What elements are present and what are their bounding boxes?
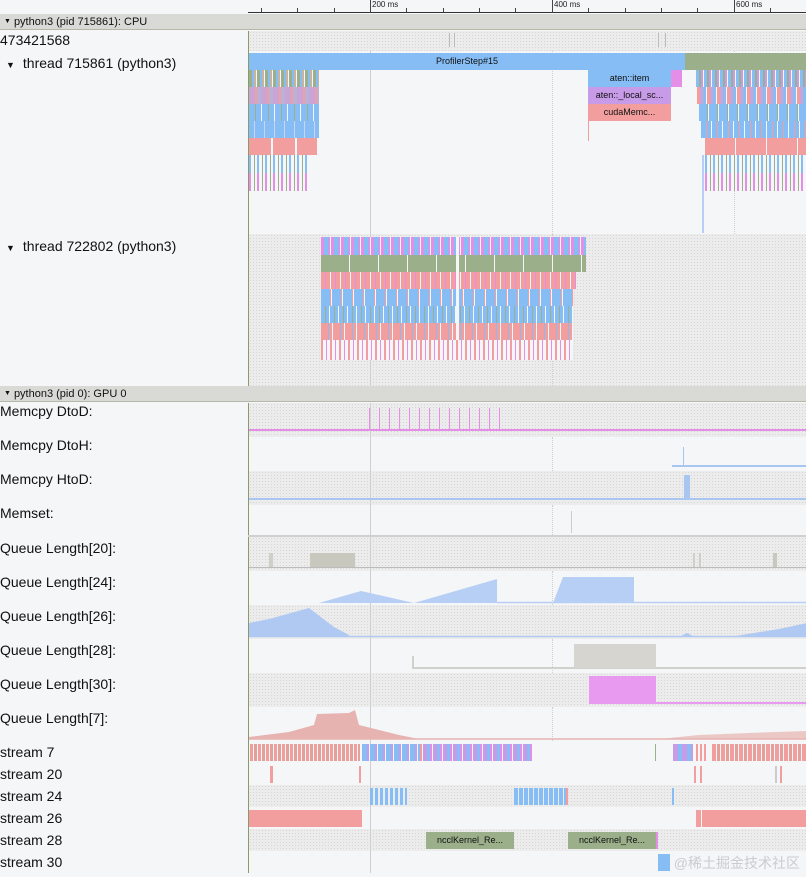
track-label-memcpy-dtod: Memcpy DtoD: [0, 403, 93, 419]
collapse-triangle-icon[interactable]: ▼ [4, 18, 11, 26]
slice-nccl-kernel-2[interactable]: ncclKernel_Re... [568, 832, 656, 849]
expand-triangle-icon[interactable]: ▼ [6, 60, 15, 70]
stream-24-track[interactable] [248, 785, 806, 807]
ruler-axis[interactable]: 200 ms 400 ms 600 ms [248, 0, 806, 13]
tick-label-200ms: 200 ms [372, 0, 399, 9]
track-label-queue-30: Queue Length[30]: [0, 676, 116, 692]
stream-28-track[interactable]: ncclKernel_Re... ncclKernel_Re... [248, 829, 806, 851]
stream-20-label: stream 20 [0, 766, 63, 782]
memcpy-dtoh-track[interactable] [248, 437, 806, 471]
queue-7-area [249, 710, 806, 740]
stream-20-track[interactable] [248, 763, 806, 785]
queue-length-30-track[interactable] [248, 673, 806, 707]
tick-label-400ms: 400 ms [554, 0, 581, 9]
watermark: @稀土掘金技术社区 [673, 855, 800, 871]
queue-24-area [319, 577, 806, 604]
track-label-memcpy-dtoh: Memcpy DtoH: [0, 437, 93, 453]
memcpy-htod-track[interactable] [248, 471, 806, 505]
queue-length-28-track[interactable] [248, 639, 806, 673]
track-label-queue-20: Queue Length[20]: [0, 540, 116, 556]
stream-26-slice[interactable] [696, 810, 806, 827]
slice-aten-local-scalar[interactable]: aten::_local_sc... [588, 87, 671, 104]
stream-26-slice[interactable] [249, 810, 362, 827]
track-label-queue-7: Queue Length[7]: [0, 710, 109, 726]
tick-400ms [552, 0, 553, 13]
stream-7-label: stream 7 [0, 744, 55, 760]
counter-track[interactable] [248, 31, 806, 51]
queue-length-20-track[interactable] [248, 537, 806, 571]
thread-722802-track[interactable] [248, 234, 806, 386]
queue-26-area [249, 608, 806, 638]
thread-722802-label[interactable]: ▼ thread 722802 (python3) [0, 236, 248, 256]
stream-30-label: stream 30 [0, 854, 63, 870]
stream-24-label: stream 24 [0, 788, 63, 804]
track-label-queue-24: Queue Length[24]: [0, 574, 116, 590]
time-ruler[interactable]: 200 ms 400 ms 600 ms [0, 0, 806, 14]
track-label-queue-28: Queue Length[28]: [0, 642, 116, 658]
memset-track[interactable] [248, 505, 806, 535]
track-label-memcpy-htod: Memcpy HtoD: [0, 471, 93, 487]
queue-length-7-track[interactable] [248, 707, 806, 741]
slice-cuda-memcpy[interactable]: cudaMemc... [588, 104, 671, 121]
stream-26-label: stream 26 [0, 810, 63, 826]
cpu-process-header[interactable]: ▼ python3 (pid 715861): CPU [0, 14, 806, 30]
queue-length-26-track[interactable] [248, 605, 806, 639]
stream-7-track[interactable] [248, 741, 806, 763]
stream-30-track[interactable] [248, 851, 806, 873]
queue-length-24-track[interactable] [248, 571, 806, 605]
tick-600ms [734, 0, 735, 13]
memcpy-dtod-track[interactable] [248, 403, 806, 437]
cpu-process-title: python3 (pid 715861): CPU [13, 16, 148, 28]
gpu-process-header[interactable]: ▼ python3 (pid 0): GPU 0 [0, 386, 806, 402]
slice-aten-item[interactable]: aten::item [588, 70, 671, 87]
gpu-process-title: python3 (pid 0): GPU 0 [13, 388, 127, 400]
track-label-queue-26: Queue Length[26]: [0, 608, 116, 624]
slice-green-block[interactable] [685, 53, 806, 70]
slice-nccl-kernel-1[interactable]: ncclKernel_Re... [426, 832, 514, 849]
track-label-memset: Memset: [0, 505, 54, 521]
collapse-triangle-icon[interactable]: ▼ [4, 390, 11, 398]
counter-label: 473421568 [0, 32, 71, 48]
tick-label-600ms: 600 ms [736, 0, 763, 9]
stream-28-label: stream 28 [0, 832, 63, 848]
expand-triangle-icon[interactable]: ▼ [6, 243, 15, 253]
thread-715861-track[interactable]: ProfilerStep#15 aten::item aten::_local_… [248, 51, 806, 234]
stream-26-track[interactable] [248, 807, 806, 829]
tick-200ms [370, 0, 371, 13]
slice-profiler-step[interactable]: ProfilerStep#15 [249, 53, 685, 70]
thread-715861-label[interactable]: ▼ thread 715861 (python3) [0, 53, 248, 73]
